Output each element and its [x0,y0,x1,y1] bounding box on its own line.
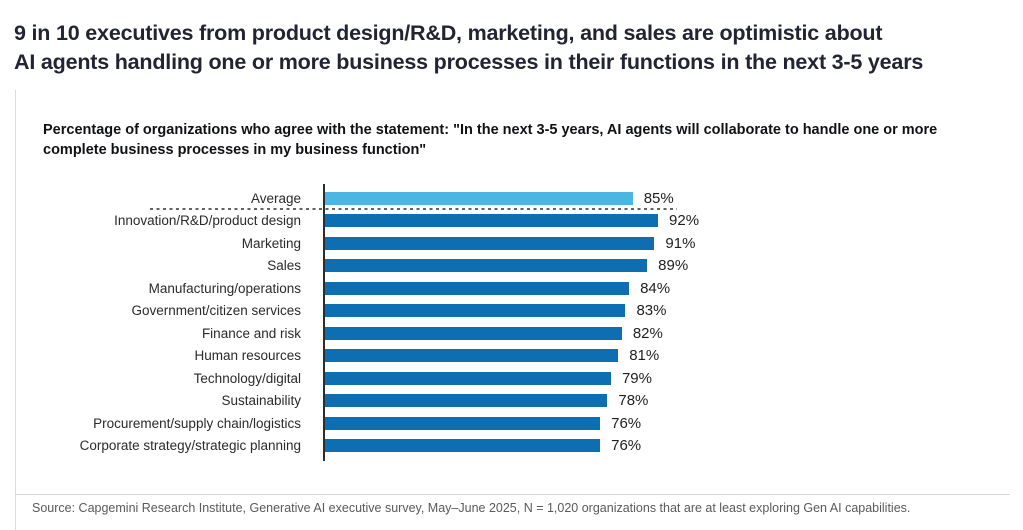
bar-label: Technology/digital [193,370,301,386]
bar-value: 83% [636,302,667,320]
bar [325,394,608,408]
bar-track: 82% [312,322,663,345]
chart-row: Finance and risk 82% [43,322,1003,345]
bar-value: 79% [621,369,652,387]
page-title: 9 in 10 executives from product design/R… [14,19,1016,77]
chart-row: Sustainability 78% [43,390,1003,413]
chart-row: Marketing 91% [43,232,1003,255]
chart-row: Manufacturing/operations 84% [43,277,1003,300]
bar-label: Sales [267,258,301,274]
bar [325,326,622,340]
chart-axis-line [323,184,325,461]
bar-value: 78% [618,392,649,410]
bar-track: 84% [312,277,670,300]
chart-row: Technology/digital 79% [43,367,1003,390]
bar-chart: Average 85% Innovation/R&D/product design 9… [43,184,1003,461]
bar-track: 79% [312,367,652,390]
chart-subtitle-line-2: complete business processes in my busine… [43,141,427,158]
chart-row: Human resources 81% [43,345,1003,368]
bar-label: Government/citizen services [131,303,301,319]
bar-rows: Average 85% Innovation/R&D/product design 9… [43,187,1003,457]
average-bar [325,191,633,205]
bar-value: 82% [632,324,663,342]
bar-track: 83% [312,300,666,323]
bar-track: 89% [312,255,688,278]
bar-track: 81% [312,345,659,368]
footer-divider [15,494,1010,495]
bar-value: 85% [643,189,674,207]
bar-label: Sustainability [221,393,301,409]
page-title-line-2: AI agents handling one or more business … [14,50,924,75]
bar [325,214,659,228]
chart-row: Corporate strategy/strategic planning 76% [43,435,1003,458]
bar [325,259,648,273]
bar-value: 92% [669,212,700,230]
bar-value: 91% [665,234,696,252]
chart-row: Procurement/supply chain/logistics 76% [43,412,1003,435]
bar-label: Human resources [194,348,301,364]
bar-value: 81% [629,347,660,365]
bar-track: 85% [312,187,674,210]
bar-track: 76% [312,435,641,458]
bar-track: 92% [312,210,699,233]
chart-subtitle: Percentage of organizations who agree wi… [43,121,1003,160]
bar-track: 76% [312,412,641,435]
page-title-line-1: 9 in 10 executives from product design/R… [14,21,883,46]
bar-label: Marketing [241,235,301,251]
bar [325,236,655,250]
chart-row: Average 85% [43,187,1003,210]
bar-value: 76% [611,414,642,432]
chart-row: Sales 89% [43,255,1003,278]
bar [325,439,601,453]
bar-label: Innovation/R&D/product design [114,213,301,229]
bar-value: 89% [658,257,689,275]
bar-track: 78% [312,390,648,413]
chart-row: Government/citizen services 83% [43,300,1003,323]
bar-label: Manufacturing/operations [148,280,301,296]
bar-value: 76% [611,437,642,455]
bar-track: 91% [312,232,695,255]
bar [325,304,626,318]
bar-label: Procurement/supply chain/logistics [93,415,301,431]
bar [325,416,601,430]
bar-label: Average [250,190,301,206]
average-separator-dashed-line [150,208,677,210]
bar [325,349,619,363]
bar [325,371,611,385]
bar-label: Corporate strategy/strategic planning [79,438,301,454]
source-note: Source: Capgemini Research Institute, Ge… [32,501,911,515]
bar-label: Finance and risk [201,325,301,341]
bar [325,281,630,295]
chart-row: Innovation/R&D/product design 92% [43,210,1003,233]
bar-value: 84% [640,279,671,297]
panel-left-border [15,90,16,530]
chart-subtitle-line-1: Percentage of organizations who agree wi… [43,122,938,138]
